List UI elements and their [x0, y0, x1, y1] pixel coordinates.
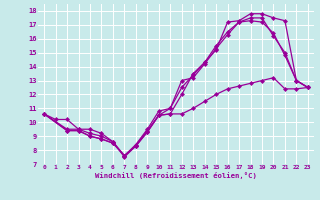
X-axis label: Windchill (Refroidissement éolien,°C): Windchill (Refroidissement éolien,°C)	[95, 172, 257, 179]
